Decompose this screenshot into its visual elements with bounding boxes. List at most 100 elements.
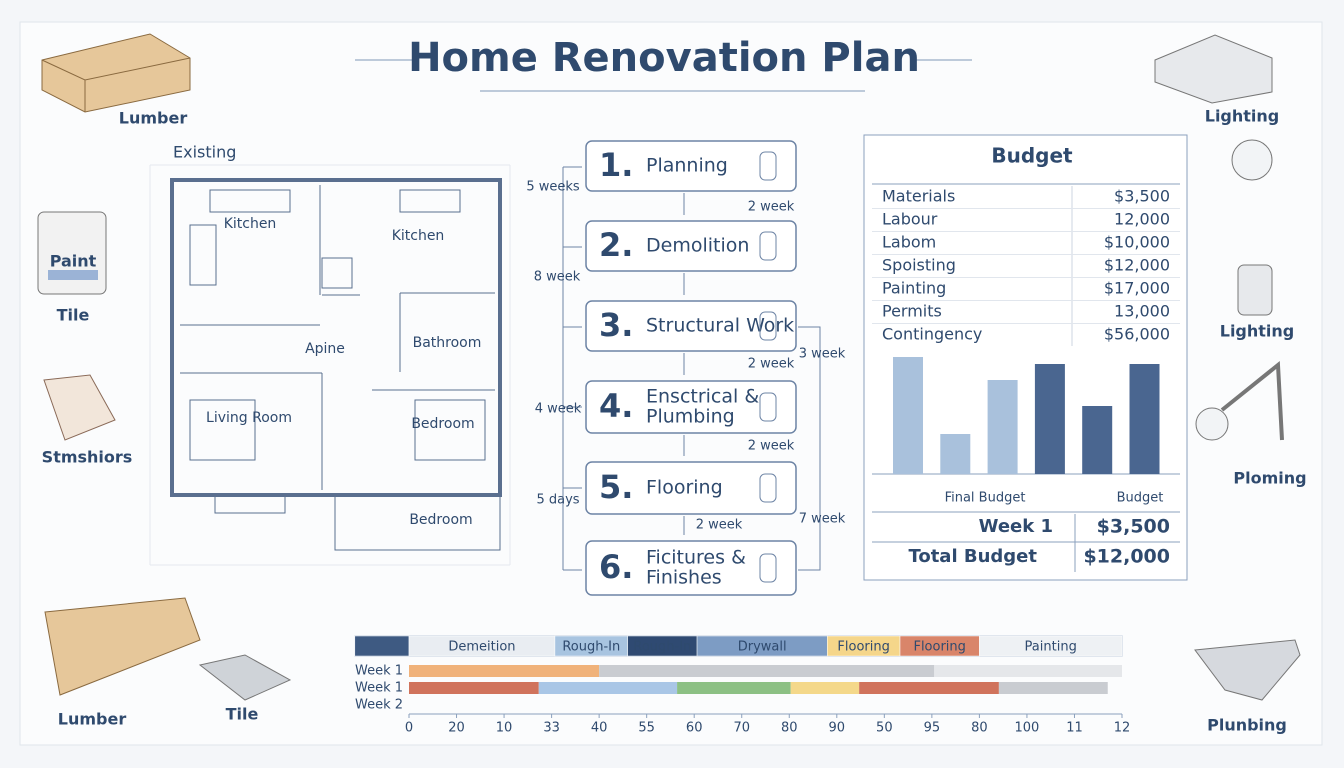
budget-item: Materials (882, 187, 955, 206)
phase-label: Painting (1025, 640, 1077, 655)
material-label: Tile (57, 306, 90, 325)
step-icon (759, 231, 777, 261)
x-tick-label: 12 (1114, 721, 1131, 736)
budget-item: Labom (882, 233, 936, 252)
duration: 7 week (799, 512, 846, 527)
step-box (585, 540, 797, 596)
duration: 2 week (748, 357, 795, 372)
budget-item: Spoisting (882, 256, 956, 275)
x-tick-label: 10 (496, 721, 513, 736)
budget-bar (1034, 364, 1065, 474)
x-tick-label: 55 (638, 721, 655, 736)
flow-lines (562, 166, 821, 571)
step-label: Ensctrical & (646, 386, 759, 408)
step-box (585, 461, 797, 515)
x-tick-label: 100 (1015, 721, 1040, 736)
task-bar (934, 665, 1122, 677)
x-tick-label: 20 (448, 721, 465, 736)
phase (979, 635, 1123, 657)
budget-title: Budget (991, 144, 1073, 168)
step-icon (759, 311, 777, 341)
step-number: 6. (599, 548, 633, 586)
step-label: Plumbing (646, 406, 735, 428)
task-bar (409, 682, 539, 694)
budget-amount: $56,000 (1104, 325, 1170, 344)
step-number: 3. (599, 306, 633, 344)
material-label: Lumber (58, 710, 127, 729)
budget-item: Painting (882, 279, 946, 298)
duration: 5 days (536, 493, 579, 508)
summary-value: $3,500 (1097, 516, 1170, 538)
x-tick-label: 0 (405, 721, 413, 736)
budget-item: Labour (882, 210, 938, 229)
step-label: Flooring (646, 477, 723, 499)
room-label: Bathroom (413, 335, 482, 351)
row-label: Week 2 (355, 698, 403, 713)
budget-item: Permits (882, 302, 942, 321)
summary-value: $12,000 (1083, 546, 1170, 568)
title: Home Renovation Plan (408, 35, 920, 81)
x-tick-label: 90 (829, 721, 846, 736)
room-label: Living Room (206, 410, 292, 426)
step-label: Planning (646, 155, 728, 177)
plan-label: Existing (173, 143, 236, 162)
x-tick-label: 40 (591, 721, 608, 736)
x-tick-label: 95 (924, 721, 941, 736)
duration: 2 week (696, 518, 743, 533)
summary-label: Week 1 (979, 516, 1053, 537)
chart-label: Budget (1117, 491, 1164, 506)
material-label: Plunbing (1207, 716, 1287, 735)
task-bar (599, 665, 935, 677)
duration: 2 week (748, 439, 795, 454)
phase (354, 635, 410, 657)
phase-label: Drywall (738, 640, 787, 655)
duration: 5 weeks (526, 180, 580, 195)
budget-bar (940, 434, 971, 474)
room-label: Bedroom (409, 512, 472, 528)
task-bar (538, 682, 678, 694)
duration: 8 week (534, 270, 581, 285)
phase-label: Demeition (448, 640, 515, 655)
row-label: Week 1 (355, 664, 403, 679)
material-label: Tile (226, 705, 259, 724)
budget-amount: 13,000 (1114, 302, 1170, 321)
budget-bar (1082, 406, 1113, 474)
x-tick-label: 70 (733, 721, 750, 736)
step-icon (759, 151, 777, 181)
phase-label: Flooring (913, 640, 965, 655)
budget-amount: $12,000 (1104, 256, 1170, 275)
task-bar (677, 682, 791, 694)
phase-label: Rough-In (562, 640, 620, 655)
summary-label: Total Budget (908, 546, 1037, 567)
step-icon (759, 473, 777, 503)
step-box (585, 300, 797, 352)
icons (37, 33, 1301, 701)
material-label: Lumber (119, 109, 188, 128)
room-label: Kitchen (392, 228, 445, 244)
x-tick-label: 33 (543, 721, 560, 736)
budget-amount: $3,500 (1114, 187, 1170, 206)
duration: 4 week (535, 402, 582, 417)
budget-bar (893, 357, 923, 474)
x-tick-label: 11 (1066, 721, 1083, 736)
material-label: Lighting (1205, 107, 1280, 126)
step-label: Demolition (646, 235, 749, 257)
step-number: 2. (599, 226, 633, 264)
step-box (585, 380, 797, 434)
step-label: Ficitures & (646, 547, 746, 569)
step-box (585, 140, 797, 192)
budget-amount: $10,000 (1104, 233, 1170, 252)
step-number: 5. (599, 468, 633, 506)
chart-label: Final Budget (945, 491, 1026, 506)
room-label: Kitchen (224, 216, 277, 232)
step-label: Finishes (646, 567, 722, 589)
phase-label: Rough-In (633, 640, 691, 655)
task-bar (859, 682, 999, 694)
floor-plan (170, 178, 502, 551)
step-box (585, 220, 797, 272)
budget-bar (987, 380, 1018, 474)
step-label: Structural Work (646, 315, 794, 337)
material-label: Paint (50, 252, 97, 271)
material-label: Stmshiors (42, 448, 133, 467)
